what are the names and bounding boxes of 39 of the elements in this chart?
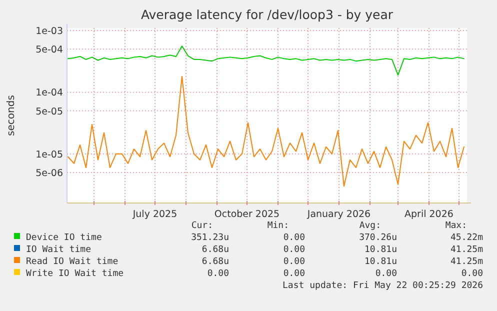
x-tick-label: January 2026 — [306, 209, 371, 220]
legend-label: Read IO Wait time — [26, 257, 118, 267]
text: 0.00 — [375, 269, 397, 279]
text: 6.68u — [202, 257, 229, 267]
y-tick-label: 5e-05 — [36, 106, 63, 118]
text: 6.68u — [202, 245, 229, 255]
line-series — [68, 76, 464, 187]
text: 41.25m — [450, 245, 483, 255]
text: 351.23u — [191, 233, 229, 243]
x-tick-label: April 2026 — [404, 209, 454, 220]
text: Last update: Fri May 22 00:25:29 2026 — [282, 281, 483, 291]
x-tick-label: July 2025 — [132, 209, 178, 220]
x-tick-label: October 2025 — [214, 209, 280, 220]
y-tick-label: 1e-03 — [36, 26, 63, 38]
text: 0.00 — [283, 257, 305, 267]
text: Avg: — [359, 221, 381, 231]
legend-label: IO Wait time — [26, 245, 92, 255]
line-series — [68, 46, 464, 76]
text: 10.81u — [364, 245, 397, 255]
text: Cur: — [191, 221, 213, 231]
y-tick-label: 1e-04 — [36, 88, 63, 99]
text: 41.25m — [450, 257, 483, 267]
text: 45.22m — [450, 233, 483, 243]
text: 10.81u — [364, 257, 397, 267]
y-tick-label: 5e-06 — [36, 168, 63, 179]
legend-label: Write IO Wait time — [26, 269, 124, 279]
text: 370.26u — [359, 233, 397, 243]
text: 0.00 — [207, 269, 229, 279]
text: 0.00 — [283, 233, 305, 243]
text: Min: — [267, 221, 289, 231]
text: 0.00 — [283, 269, 305, 279]
text: 0.00 — [283, 245, 305, 255]
y-tick-label: 1e-05 — [36, 149, 63, 160]
text: 0.00 — [461, 269, 483, 279]
text: Max: — [445, 221, 467, 231]
legend-label: Device IO time — [26, 233, 102, 243]
y-axis-title: seconds — [6, 95, 17, 136]
chart-title: Average latency for /dev/loop3 - by year — [140, 7, 394, 22]
y-tick-label: 5e-04 — [36, 44, 63, 56]
